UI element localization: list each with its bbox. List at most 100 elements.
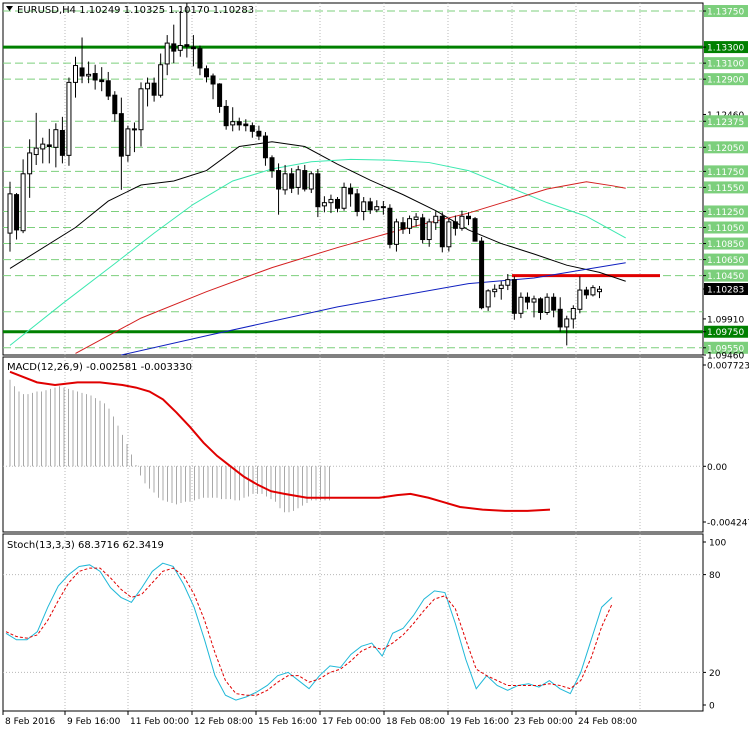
bull-candle <box>33 147 39 156</box>
time-tick-label: 8 Feb 2016 <box>5 717 56 727</box>
time-tick-label: 15 Feb 16:00 <box>258 717 317 727</box>
bull-candle <box>20 173 26 232</box>
bear-candle <box>99 79 105 83</box>
bear-candle <box>348 187 354 195</box>
bear-candle <box>538 298 544 314</box>
macd-tick-label: 0.007723 <box>707 362 749 372</box>
bull-candle <box>518 296 524 314</box>
macd-signal-line <box>9 370 551 512</box>
price-tag-bg <box>704 283 748 296</box>
bear-candle <box>46 144 52 148</box>
bull-candle <box>53 129 59 148</box>
bull-candle <box>73 65 78 83</box>
bull-candle <box>295 169 301 188</box>
macd-signal-line <box>9 370 551 512</box>
bear-candle <box>302 170 308 190</box>
bull-candle <box>577 289 583 310</box>
stoch-panel: 100 80 20 0 Stoch(13,3,3) 68.3716 62.3419 <box>2 533 726 712</box>
collapse-triangle-icon[interactable] <box>6 6 13 11</box>
bear-candle <box>217 83 223 107</box>
price-tick-label: 1.11750 <box>707 168 744 178</box>
price-tick-label: 1.09750 <box>707 328 744 338</box>
bull-candle <box>361 201 367 212</box>
price-tag-bg <box>704 341 748 354</box>
bear-candle <box>289 173 295 189</box>
bull-candle <box>485 290 491 308</box>
bear-candle <box>14 194 20 231</box>
bear-candle <box>223 105 229 127</box>
bull-candle <box>590 287 596 296</box>
stoch-panel-frame <box>2 533 704 712</box>
bear-candle <box>335 198 340 209</box>
bull-candle <box>164 42 170 65</box>
macd-panel: 0.007723 0.00 -0.004247 MACD(12,26,9) -0.0… <box>2 356 749 533</box>
price-levels <box>3 10 703 349</box>
bull-candle <box>125 128 131 156</box>
price-tick-label: 1.10850 <box>707 240 744 250</box>
bear-candle <box>171 43 177 52</box>
price-tag-bg <box>704 73 748 86</box>
price-tick-label: 1.10650 <box>707 256 744 266</box>
price-tick-label: 1.09910 <box>707 315 744 325</box>
bear-candle <box>236 121 242 126</box>
price-tick-label: 1.11550 <box>707 184 744 194</box>
macd-panel-frame <box>2 356 704 533</box>
bear-candle <box>583 289 589 296</box>
time-tick-label: 11 Feb 00:00 <box>130 717 189 727</box>
bear-candle <box>472 218 478 242</box>
bear-candle <box>367 201 373 211</box>
bull-candle <box>308 173 314 190</box>
bear-candle <box>210 75 216 85</box>
bull-candle <box>374 206 380 211</box>
macd-axis: 0.007723 0.00 -0.004247 <box>703 362 749 529</box>
price-tick-label: 1.09550 <box>707 344 744 354</box>
price-tag-bg <box>704 5 748 18</box>
bear-candle <box>524 296 530 303</box>
bear-candle <box>59 129 65 156</box>
stoch-signal-line <box>5 567 613 696</box>
price-tag-bg <box>704 181 748 194</box>
price-tick-label: 1.10450 <box>707 272 744 282</box>
bull-candle <box>505 279 511 286</box>
macd-panel-title: MACD(12,26,9) -0.002581 -0.003330 <box>7 362 192 373</box>
stoch-axis: 100 80 20 0 <box>703 539 726 712</box>
price-panel-title: EURUSD,H4 1.10249 1.10325 1.10170 1.1028… <box>17 5 254 16</box>
bear-candle <box>452 221 458 229</box>
bull-candle <box>433 215 439 224</box>
time-tick-label: 17 Feb 00:00 <box>322 717 381 727</box>
macd-histogram <box>9 379 330 513</box>
bull-candle <box>40 143 46 150</box>
price-tag-bg <box>704 221 748 234</box>
bull-candle <box>177 44 183 51</box>
bull-candle <box>498 284 504 289</box>
moving-average-blue <box>121 262 626 356</box>
bull-candle <box>459 215 465 229</box>
bull-candle <box>413 216 419 220</box>
bear-candle <box>118 113 124 157</box>
time-tick-label: 23 Feb 00:00 <box>514 717 573 727</box>
price-tag-bg <box>704 115 748 128</box>
price-tag-bg <box>704 205 748 218</box>
stoch-tick-label: 0 <box>709 702 715 712</box>
price-tag-bg <box>704 253 748 266</box>
bear-candle <box>79 67 85 77</box>
stoch-tick-label: 100 <box>709 539 726 549</box>
price-tag-bg <box>704 237 748 250</box>
price-panel: 1.137501.133001.131001.129001.124601.123… <box>2 2 748 362</box>
bull-candle <box>446 221 452 248</box>
bull-candle <box>544 296 550 314</box>
bear-candle <box>262 135 268 159</box>
price-tag-bg <box>704 141 748 154</box>
bear-candle <box>151 82 157 96</box>
price-tag-bg <box>704 57 748 70</box>
bull-candle <box>86 73 92 77</box>
bear-candle <box>197 48 203 69</box>
bear-candle <box>256 130 262 137</box>
bull-candle <box>597 288 602 293</box>
bear-candle <box>184 44 190 47</box>
bull-candle <box>407 218 413 229</box>
bull-candle <box>158 64 164 96</box>
price-panel-frame <box>2 2 704 356</box>
bear-candle <box>466 215 471 220</box>
